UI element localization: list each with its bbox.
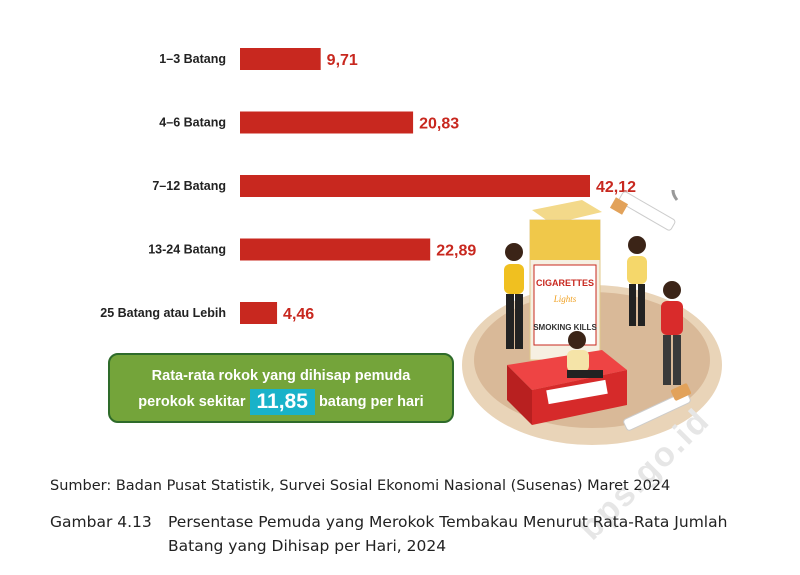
summary-prefix: perokok sekitar [138,394,246,410]
bar [240,48,321,70]
bar [240,111,414,134]
caption-line2: Batang yang Dihisap per Hari, 2024 [168,537,447,555]
category-label: 7–12 Batang [152,179,226,193]
pack-warning-text: SMOKING KILLS [533,323,597,332]
person-middle-icon [627,236,647,326]
bar [240,175,590,197]
category-label: 25 Batang atau Lebih [100,306,226,320]
source-text: Sumber: Badan Pusat Statistik, Survei So… [50,478,671,494]
person-sitting-icon [567,331,603,378]
value-label: 4,46 [283,306,314,323]
category-label: 1–3 Batang [159,52,226,66]
bar [240,238,431,261]
smoking-illustration: CIGARETTES Lights SMOKING KILLS [462,190,722,445]
category-label: 13-24 Batang [148,243,226,257]
pack-subtitle-text: Lights [553,294,577,304]
caption-line1: Persentase Pemuda yang Merokok Tembakau … [168,513,728,531]
value-label: 9,71 [327,52,358,69]
summary-box: Rata-rata rokok yang dihisap pemuda pero… [108,353,454,423]
bar-chart: 1–3 Batang 9,71 4–6 Batang 20,83 7–12 Batang… [100,48,636,324]
summary-suffix: batang per hari [318,394,424,410]
figure-caption: Gambar 4.13 Persentase Pemuda yang Meroko… [50,510,727,558]
summary-line1: Rata-rata rokok yang dihisap pemuda [151,368,411,384]
summary-line2: perokok sekitar 11,85 batang per hari [110,389,452,415]
cigarette-icon [623,383,692,431]
person-left-icon [504,243,524,349]
average-highlight: 11,85 [249,389,315,415]
cigarette-pack-icon: CIGARETTES Lights SMOKING KILLS [529,200,602,361]
value-label: 20,83 [419,116,459,133]
figure-number: Gambar 4.13 [50,513,152,531]
pack-brand-text: CIGARETTES [536,278,594,288]
value-label: 22,89 [436,243,476,260]
person-right-icon [661,281,683,385]
bar [240,302,278,324]
category-label: 4–6 Batang [159,116,226,130]
raised-cigarette-icon [609,190,679,231]
